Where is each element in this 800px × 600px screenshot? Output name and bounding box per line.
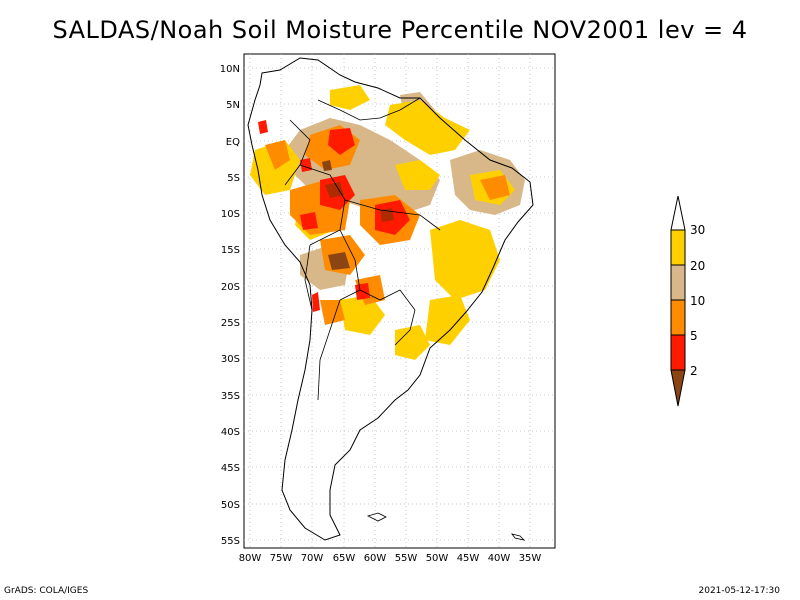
lon-label: 70W [301, 553, 324, 564]
legend-band-5-10 [670, 299, 686, 336]
lat-label: 50S [221, 500, 240, 511]
legend-band-10-20 [670, 264, 686, 301]
legend-label: 30 [690, 223, 705, 237]
lon-label: 80W [239, 553, 262, 564]
lat-label: 5N [226, 100, 240, 111]
lat-label: 5S [227, 173, 240, 184]
longitude-axis: 80W 75W 70W 65W 60W 55W 50W 45W 40W 35W [239, 553, 542, 564]
footer-credit: GrADS: COLA/IGES [4, 586, 89, 596]
legend-bottom-arrow [670, 369, 686, 407]
lon-label: 75W [270, 553, 293, 564]
color-legend [670, 195, 686, 407]
lon-label: 65W [333, 553, 356, 564]
lon-label: 55W [395, 553, 418, 564]
lat-label: 10N [220, 64, 240, 75]
lat-label: EQ [226, 137, 240, 148]
legend-label: 10 [690, 294, 705, 308]
lat-label: 30S [221, 354, 240, 365]
lat-label: 10S [221, 209, 240, 220]
map-title: SALDAS/Noah Soil Moisture Percentile NOV… [52, 16, 748, 44]
legend-label: 2 [690, 364, 698, 378]
lat-label: 15S [221, 245, 240, 256]
lon-label: 50W [426, 553, 449, 564]
shaded-fields [250, 85, 525, 360]
lon-label: 45W [457, 553, 480, 564]
islands [366, 512, 526, 541]
lon-label: 40W [488, 553, 511, 564]
legend-top-arrow [670, 195, 686, 231]
legend-label: 5 [690, 329, 698, 343]
footer-timestamp: 2021-05-12-17:30 [698, 586, 781, 596]
lon-label: 35W [519, 553, 542, 564]
lat-label: 40S [221, 427, 240, 438]
lat-label: 20S [221, 282, 240, 293]
lat-label: 55S [221, 536, 240, 547]
lat-label: 45S [221, 463, 240, 474]
legend-band-20-30 [670, 229, 686, 266]
lat-label: 25S [221, 318, 240, 329]
south-america-coastline [247, 57, 534, 541]
lat-label: 35S [221, 391, 240, 402]
lon-label: 60W [364, 553, 387, 564]
legend-labels: 30 20 10 5 2 [690, 223, 705, 378]
legend-label: 20 [690, 259, 705, 273]
country-borders [284, 97, 441, 401]
legend-band-2-5 [670, 334, 686, 371]
latitude-axis: 10N 5N EQ 5S 10S 15S 20S 25S 30S 35S 40S… [220, 64, 240, 547]
